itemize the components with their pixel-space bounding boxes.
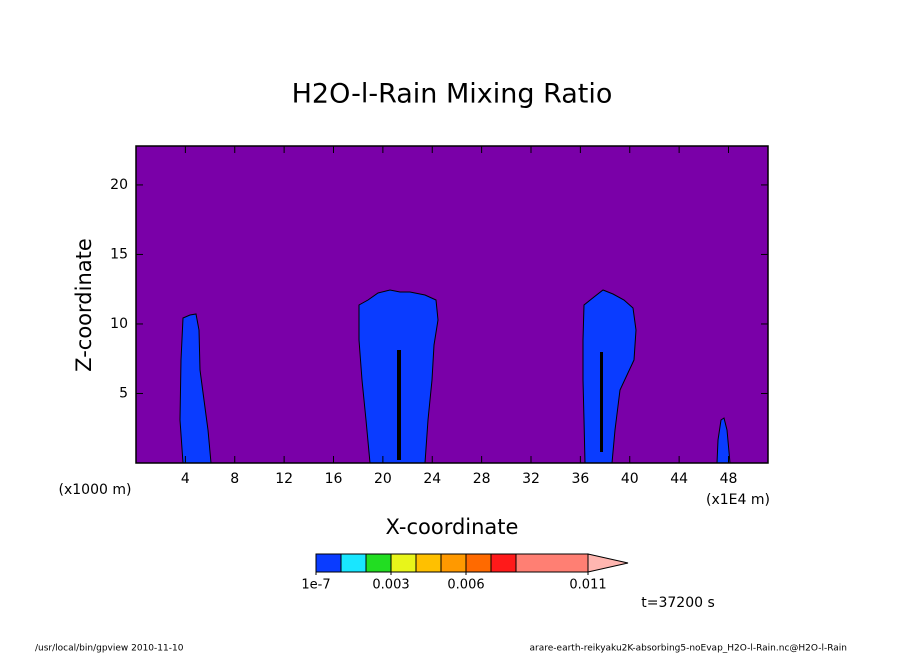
footer-right: arare-earth-reikyaku2K-absorbing5-noEvap…	[530, 644, 847, 654]
cell-cores	[397, 350, 603, 460]
plot-background	[136, 146, 768, 463]
cell-core	[600, 352, 603, 452]
rain-cell	[179, 313, 212, 464]
y-tick-label: 5	[119, 385, 128, 401]
x-unit-right: (x1E4 m)	[706, 492, 770, 508]
colorbar-tick-label: 1e-7	[301, 578, 330, 593]
colorbar-over	[587, 553, 629, 573]
chart-title: H2O-l-Rain Mixing Ratio	[292, 79, 613, 110]
x-tick-label: 32	[522, 471, 540, 487]
y-tick-label: 15	[110, 246, 128, 262]
x-axis-label: X-coordinate	[386, 515, 519, 539]
x-tick-label: 36	[571, 471, 589, 487]
cell-core	[397, 350, 401, 460]
x-tick-label: 12	[275, 471, 293, 487]
plot-frame	[135, 145, 769, 464]
colorbar: 1e-7 0.003 0.006 0.011	[301, 553, 629, 593]
colorbar-box	[440, 553, 467, 573]
y-tick-label: 20	[110, 177, 128, 193]
x-tick-label: 20	[374, 471, 392, 487]
colorbar-box	[515, 553, 589, 573]
footer-left: /usr/local/bin/gpview 2010-11-10	[35, 644, 184, 654]
colorbar-box	[315, 553, 342, 573]
x-tick-label: 16	[325, 471, 343, 487]
colorbar-tick-label: 0.006	[447, 578, 484, 593]
colorbar-box	[340, 553, 367, 573]
x-tick-label: 4	[181, 471, 190, 487]
colorbar-box	[390, 553, 417, 573]
x-unit-left: (x1000 m)	[59, 482, 132, 498]
x-tick-label: 40	[621, 471, 639, 487]
colorbar-box	[365, 553, 392, 573]
x-tick-label: 24	[423, 471, 441, 487]
x-tick-label: 48	[720, 471, 738, 487]
colorbar-tick-label: 0.011	[569, 578, 606, 593]
time-label: t=37200 s	[641, 595, 715, 611]
colorbar-box	[415, 553, 442, 573]
rain-cell	[582, 289, 637, 464]
x-tick-label: 28	[473, 471, 491, 487]
colorbar-box	[490, 553, 517, 573]
x-tick-label: 44	[670, 471, 688, 487]
colorbar-box	[465, 553, 492, 573]
y-tick-label: 10	[110, 316, 128, 332]
colorbar-tick-label: 0.003	[372, 578, 409, 593]
x-tick-label: 8	[230, 471, 239, 487]
y-axis-label: Z-coordinate	[72, 238, 96, 372]
